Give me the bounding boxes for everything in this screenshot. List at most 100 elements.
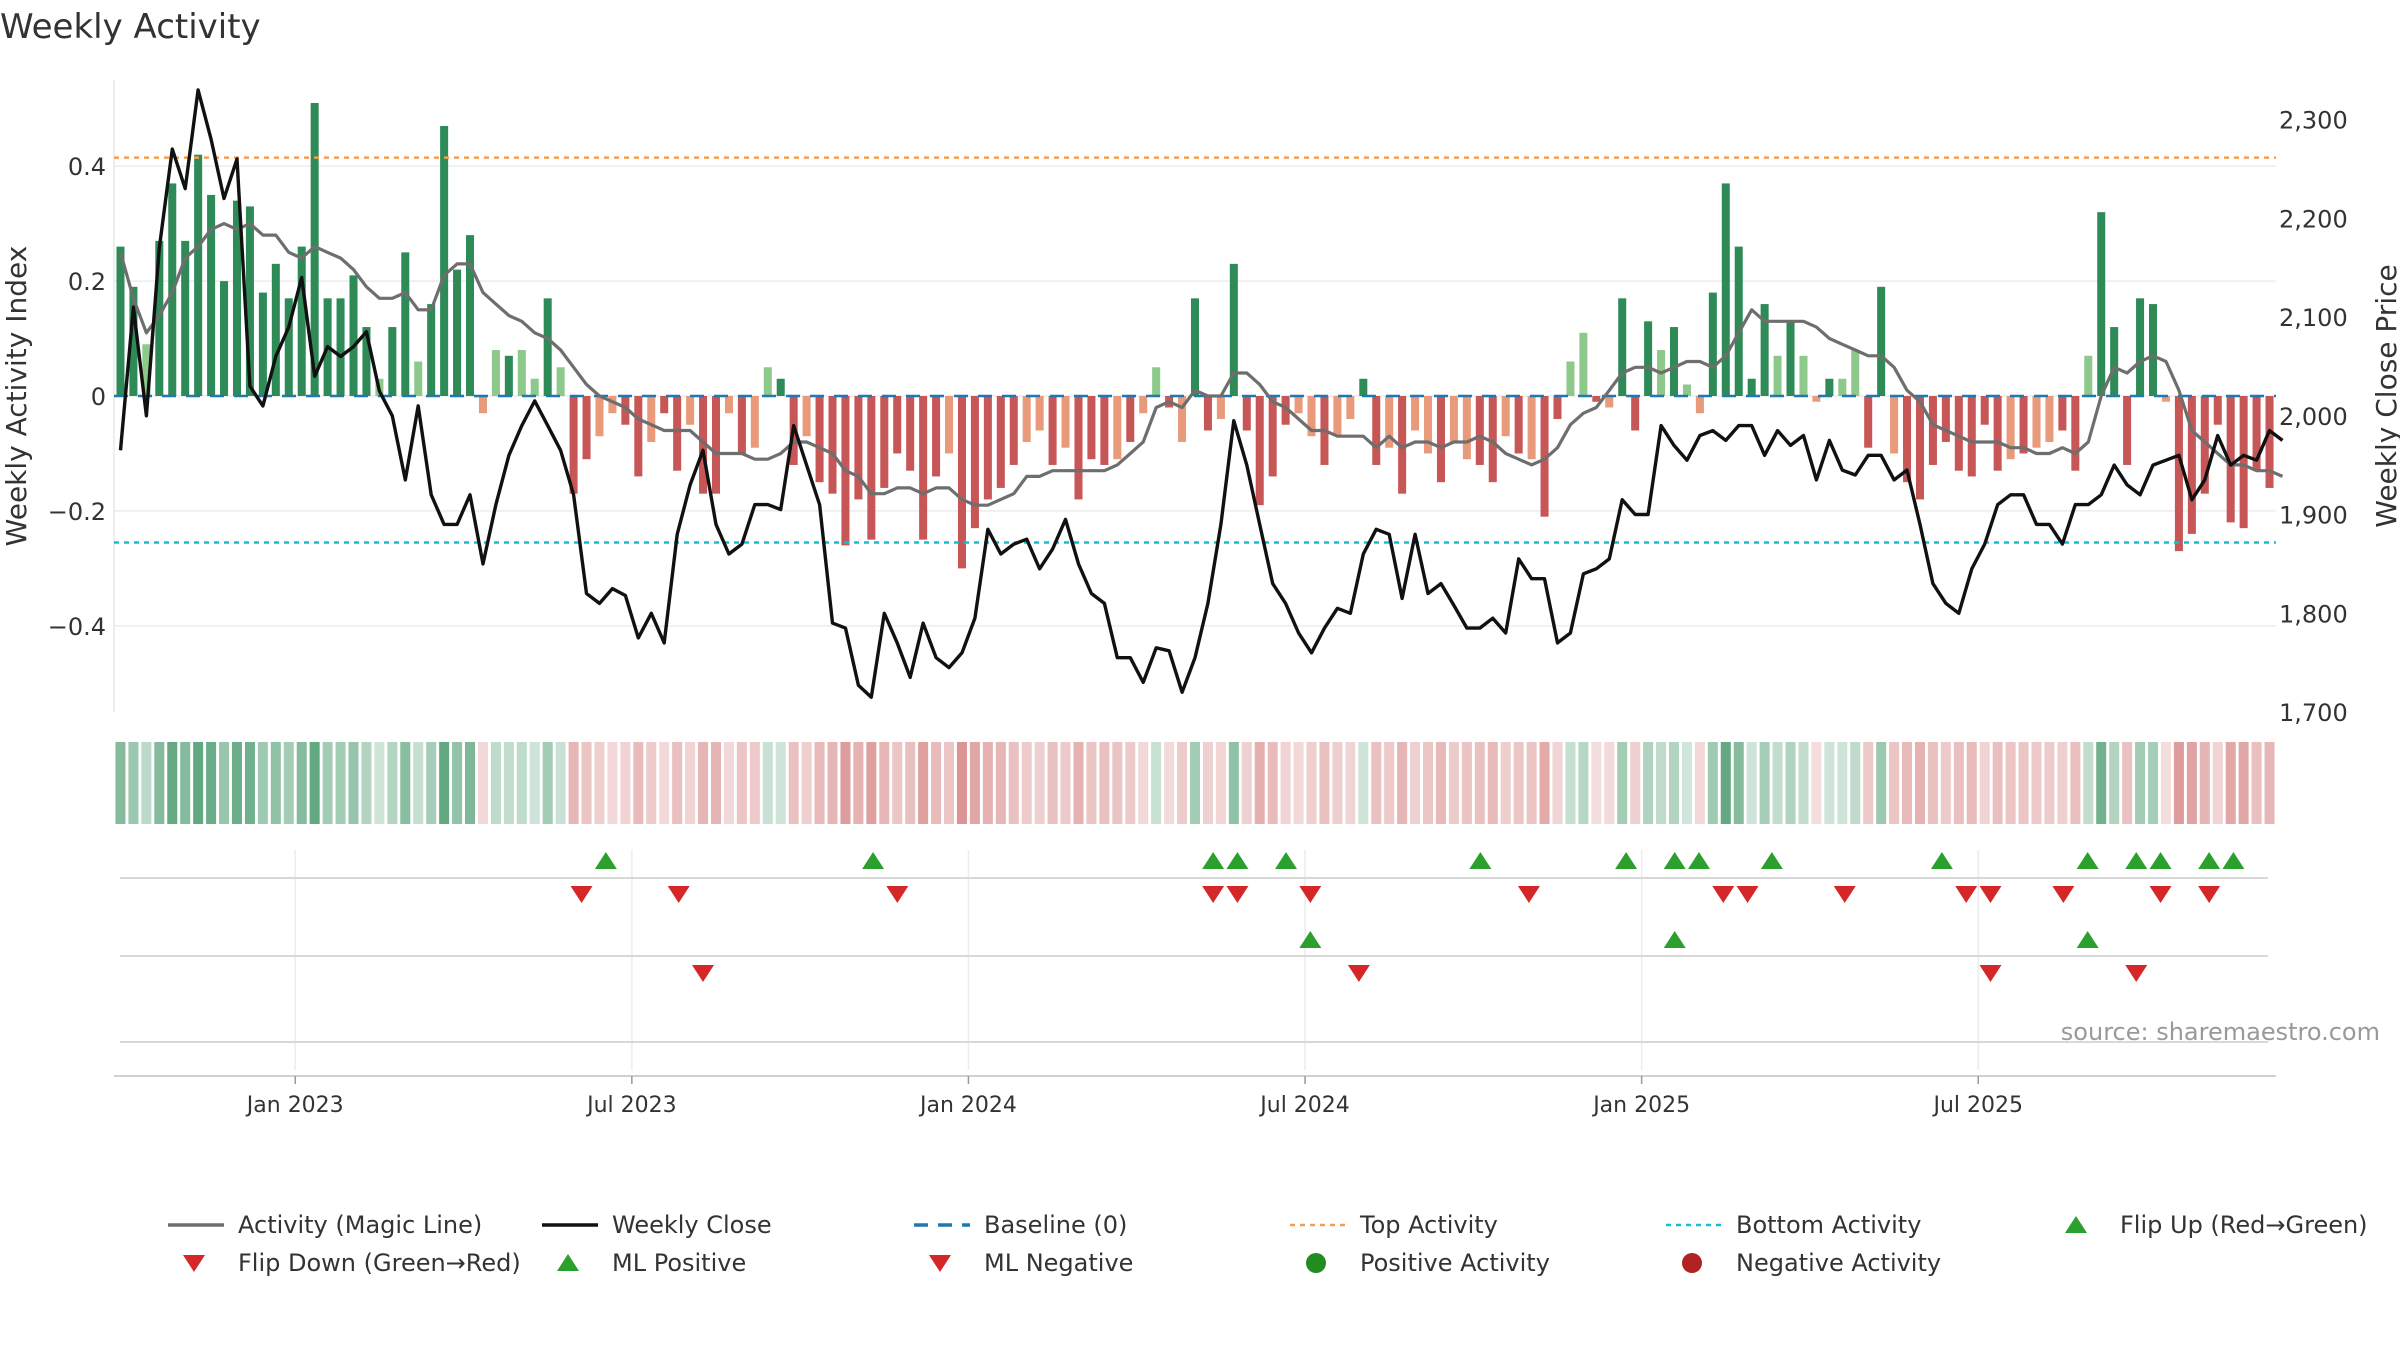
ml-negative-marker bbox=[1979, 965, 2002, 982]
heat-strip-cell bbox=[1177, 742, 1188, 824]
heat-strip-cell bbox=[1940, 742, 1951, 824]
chart-title: Weekly Activity bbox=[0, 7, 261, 47]
activity-bars bbox=[116, 102, 2274, 569]
activity-bar bbox=[867, 396, 876, 540]
activity-bar bbox=[1877, 286, 1886, 396]
heat-strip-cell bbox=[322, 742, 333, 824]
activity-bar bbox=[1346, 396, 1355, 419]
heat-strip-cell bbox=[529, 742, 540, 824]
legend: Activity (Magic Line) Weekly Close Baselin… bbox=[168, 1211, 2368, 1277]
heat-strip-cell bbox=[426, 742, 437, 824]
heat-strip-cell bbox=[1073, 742, 1084, 824]
heat-strip-cell bbox=[659, 742, 670, 824]
heat-strip-cell bbox=[219, 742, 230, 824]
activity-bar bbox=[1178, 396, 1187, 442]
heat-strip-cell bbox=[1267, 742, 1278, 824]
ml-positive-marker bbox=[1663, 931, 1686, 948]
flip-down-marker bbox=[886, 886, 909, 903]
grid-layer bbox=[113, 80, 2276, 1070]
activity-bar bbox=[2084, 355, 2093, 396]
heat-strip-cell bbox=[2096, 742, 2107, 824]
activity-bar bbox=[1229, 263, 1238, 396]
activity-bar bbox=[1540, 396, 1549, 517]
heat-strip-cell bbox=[749, 742, 760, 824]
heat-strip-cell bbox=[1604, 742, 1615, 824]
activity-bar bbox=[414, 361, 423, 396]
activity-bar bbox=[2110, 327, 2119, 396]
right-tick-label: 1,800 bbox=[2279, 600, 2348, 628]
activity-bar bbox=[2213, 396, 2222, 425]
heat-strip-cell bbox=[944, 742, 955, 824]
activity-bar bbox=[1139, 396, 1148, 414]
legend-label: Flip Up (Red→Green) bbox=[2120, 1211, 2368, 1239]
heat-strip-cell bbox=[1811, 742, 1822, 824]
flip-up-marker bbox=[1930, 852, 1953, 869]
flip-up-marker bbox=[2222, 852, 2245, 869]
heat-strip-cell bbox=[814, 742, 825, 824]
activity-bar bbox=[2071, 396, 2080, 471]
y-axis-right-label: Weekly Close Price bbox=[2370, 264, 2400, 527]
activity-bar bbox=[1812, 396, 1821, 402]
activity-bar bbox=[556, 367, 565, 396]
flip-down-marker bbox=[2052, 886, 2075, 903]
activity-bar bbox=[1475, 396, 1484, 465]
activity-bar bbox=[349, 275, 358, 396]
activity-bar bbox=[932, 396, 941, 477]
activity-bar bbox=[1553, 396, 1562, 419]
activity-bar bbox=[608, 396, 617, 414]
heat-strip-cell bbox=[581, 742, 592, 824]
magic-line-series bbox=[118, 222, 2284, 507]
heat-strip-cell bbox=[1423, 742, 1434, 824]
heat-strip-cell bbox=[490, 742, 501, 824]
heat-strip-cell bbox=[1565, 742, 1576, 824]
activity-bar bbox=[1100, 396, 1109, 465]
ml-positive-marker bbox=[1299, 931, 1322, 948]
activity-bar bbox=[1294, 396, 1303, 414]
heat-strip-cell bbox=[568, 742, 579, 824]
right-tick-label: 1,700 bbox=[2279, 699, 2348, 727]
activity-bar bbox=[1022, 396, 1031, 442]
heat-strip-cell bbox=[283, 742, 294, 824]
legend-label: Bottom Activity bbox=[1736, 1211, 1921, 1239]
flip-up-marker bbox=[2125, 852, 2148, 869]
right-tick-label: 1,900 bbox=[2279, 502, 2348, 530]
activity-bar bbox=[2032, 396, 2041, 448]
heat-strip-cell bbox=[1902, 742, 1913, 824]
heat-strip-cell bbox=[244, 742, 255, 824]
legend-swatch bbox=[1682, 1253, 1702, 1273]
activity-bar bbox=[854, 396, 863, 500]
activity-bar bbox=[1669, 327, 1679, 396]
activity-bar bbox=[1721, 183, 1730, 396]
activity-bar bbox=[1993, 396, 2002, 471]
heat-strip-cell bbox=[141, 742, 152, 824]
activity-bar bbox=[1941, 396, 1950, 442]
activity-bar bbox=[543, 298, 552, 396]
activity-bar bbox=[660, 396, 669, 414]
heat-strip-cell bbox=[1125, 742, 1136, 824]
heat-strip-cell bbox=[1138, 742, 1149, 824]
heat-strip-cell bbox=[775, 742, 786, 824]
activity-bar bbox=[440, 125, 449, 397]
heat-strip-cell bbox=[1086, 742, 1097, 824]
activity-bar bbox=[1838, 378, 1847, 396]
activity-bar bbox=[181, 240, 190, 396]
activity-bar bbox=[1035, 396, 1044, 431]
heat-strip-cell bbox=[685, 742, 696, 824]
heat-strip-cell bbox=[1332, 742, 1343, 824]
heat-strip-cell bbox=[1513, 742, 1524, 824]
heat-strip-cell bbox=[413, 742, 424, 824]
heat-strip-cell bbox=[1306, 742, 1317, 824]
heat-strip-cell bbox=[1746, 742, 1757, 824]
heat-strip-cell bbox=[1694, 742, 1705, 824]
legend-label: Positive Activity bbox=[1360, 1249, 1550, 1277]
activity-bar bbox=[1424, 396, 1433, 454]
heat-strip-cell bbox=[698, 742, 709, 824]
activity-bar bbox=[116, 246, 125, 396]
heat-strip-cell bbox=[1500, 742, 1511, 824]
activity-bar bbox=[232, 200, 242, 396]
heat-strip-cell bbox=[1099, 742, 1110, 824]
activity-bar bbox=[1903, 396, 1912, 483]
heat-strip-cell bbox=[1526, 742, 1537, 824]
activity-bar bbox=[2200, 396, 2209, 494]
heat-strip-cell bbox=[1539, 742, 1550, 824]
